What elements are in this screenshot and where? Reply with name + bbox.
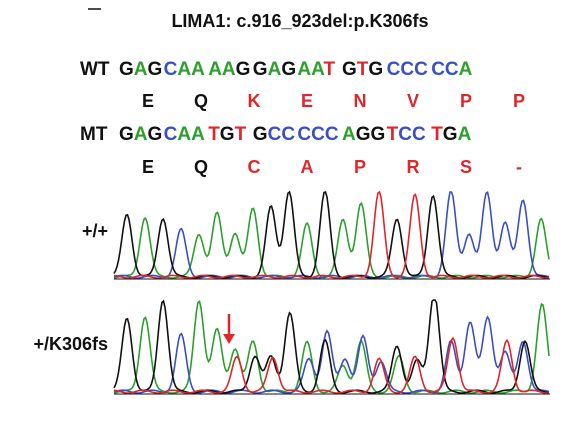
- trace-a: [113, 201, 550, 279]
- codon: CAA: [164, 124, 205, 145]
- title: LIMA1: c.916_923del:p.K306fs: [171, 11, 428, 31]
- trace-label: +/+: [82, 221, 108, 241]
- codon: TCC: [387, 124, 426, 145]
- amino-acid: Q: [194, 91, 208, 111]
- row-label: WT: [80, 59, 110, 80]
- trace-c: [113, 191, 550, 279]
- row-label: MT: [80, 124, 108, 145]
- amino-acid: V: [407, 91, 419, 111]
- trace-c: [113, 315, 550, 394]
- trace-a: [113, 300, 550, 394]
- amino-acid: E: [142, 157, 154, 177]
- amino-acid: -: [516, 157, 522, 177]
- amino-acid: K: [248, 91, 261, 111]
- amino-acid: P: [460, 91, 472, 111]
- trace-label: +/K306fs: [33, 334, 108, 354]
- amino-acid: E: [301, 91, 313, 111]
- codon: AAG: [208, 59, 250, 80]
- codon: TGA: [431, 124, 471, 145]
- codon: AAT: [297, 59, 335, 80]
- codon: GAG: [119, 59, 162, 80]
- arrow-head: [223, 334, 235, 344]
- trace-t: [113, 190, 550, 279]
- trace-t: [113, 336, 550, 394]
- amino-acid: P: [513, 91, 525, 111]
- amino-acid: E: [142, 91, 154, 111]
- codon: CCC: [297, 124, 338, 145]
- amino-acid: Q: [194, 157, 208, 177]
- codon: AGG: [342, 124, 385, 145]
- amino-acid: S: [460, 157, 472, 177]
- amino-acid: R: [407, 157, 420, 177]
- codon: GAG: [119, 124, 162, 145]
- codon: TGT: [208, 124, 246, 145]
- codon: CAA: [164, 59, 205, 80]
- codon: GAG: [253, 59, 296, 80]
- codon: GCC: [253, 124, 296, 145]
- amino-acid: C: [248, 157, 261, 177]
- codon: CCA: [431, 59, 472, 80]
- amino-acid: P: [354, 157, 366, 177]
- codon: CCC: [387, 59, 428, 80]
- amino-acid: N: [354, 91, 367, 111]
- codon: GTG: [342, 59, 383, 80]
- amino-acid: A: [301, 157, 314, 177]
